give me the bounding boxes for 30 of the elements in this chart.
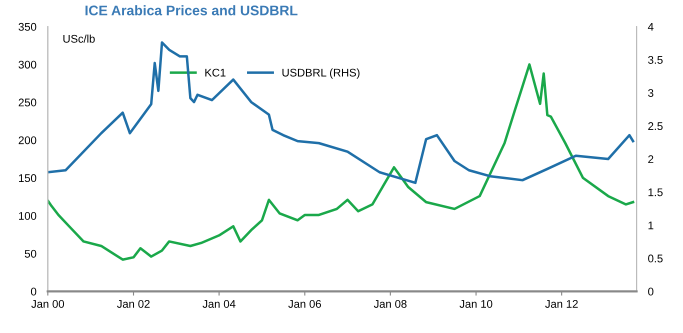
y-tick-label: 50 [24, 250, 36, 258]
y-tick-label: 350 [18, 22, 36, 31]
y2-tick-label: 2 [648, 155, 654, 164]
line-series [48, 41, 634, 184]
line-series [48, 63, 634, 261]
y2-tick-label: 1.5 [648, 188, 663, 196]
legend-label: USDBRL (RHS) [282, 68, 360, 79]
y-tick-label: 200 [18, 136, 36, 144]
y-tick-label: 100 [19, 212, 36, 220]
y2-tick-label: 0 [648, 288, 654, 296]
y-tick-label: 0 [30, 288, 36, 296]
y-tick-label: 150 [19, 174, 36, 182]
y2-tick-label: 3 [648, 89, 654, 97]
x-tick-label: Jan 10 [460, 300, 492, 308]
y2-tick-label: 1 [648, 222, 654, 230]
y-axis-title: USc/lb [63, 34, 95, 43]
y2-tick-label: 3.5 [648, 56, 663, 64]
x-tick-label: Jan 00 [31, 300, 64, 308]
x-tick-label: Jan 06 [288, 300, 321, 308]
y2-tick-label: 0.5 [648, 254, 663, 262]
y2-tick-label: 2.5 [648, 122, 663, 130]
y2-tick-label: 4 [648, 23, 654, 31]
x-tick-label: Jan 04 [202, 300, 236, 308]
x-tick-label: Jan 02 [117, 300, 150, 308]
x-tick-label: Jan 12 [545, 300, 578, 308]
x-tick-label: Jan 08 [374, 300, 407, 308]
y-tick-label: 250 [18, 98, 36, 106]
legend-label: KC1 [205, 68, 226, 77]
y-tick-label: 300 [18, 60, 36, 69]
chart-title: ICE Arabica Prices and USDBRL [86, 5, 298, 16]
